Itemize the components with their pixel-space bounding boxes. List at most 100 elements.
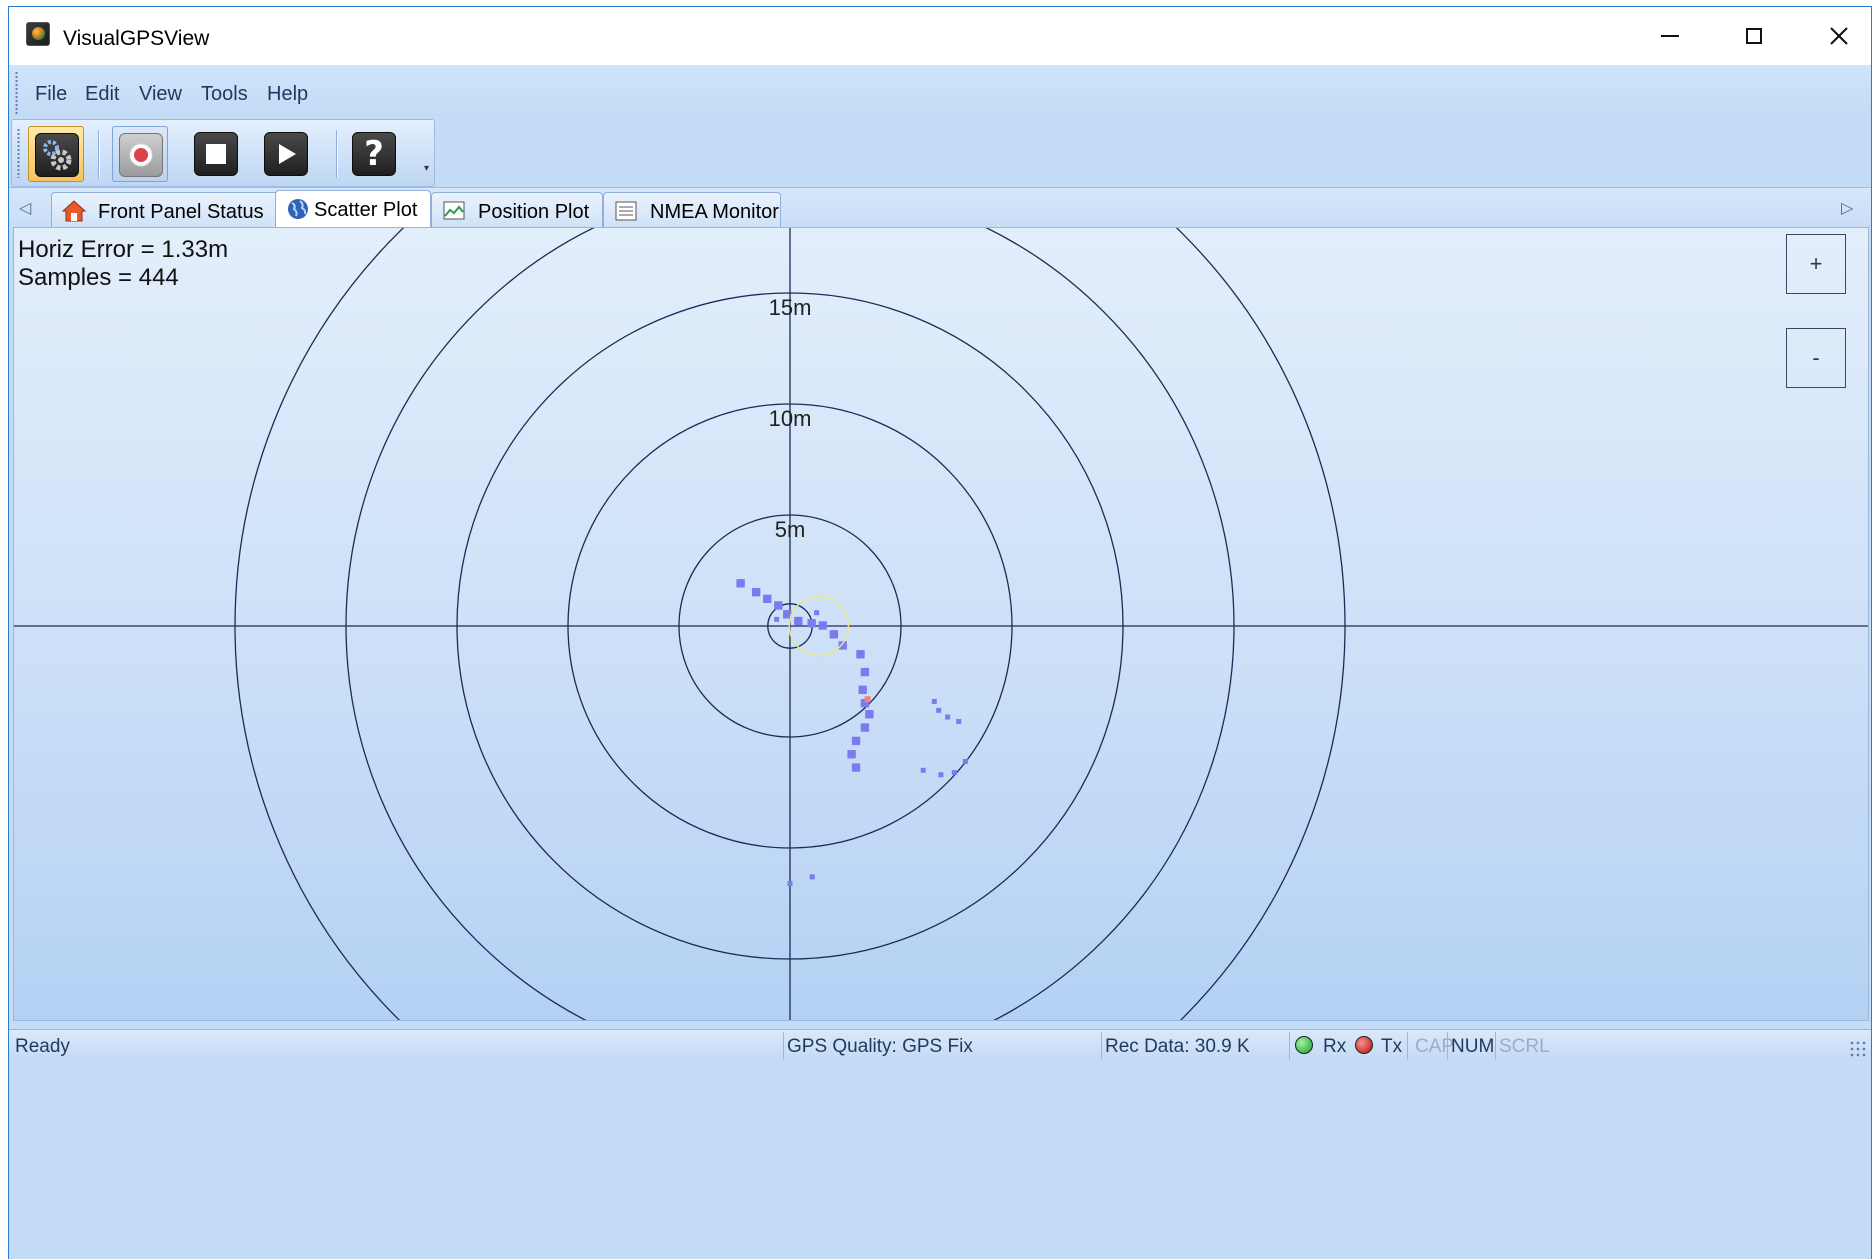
tab-label: Front Panel Status (98, 201, 264, 223)
menu-help[interactable]: Help (267, 83, 309, 105)
maximize-button[interactable] (1713, 7, 1795, 65)
toolbar-separator (98, 130, 99, 178)
sample-point (860, 702, 866, 708)
sample-point (850, 750, 856, 756)
scatter-plot-canvas: 5m 10m 15m (14, 228, 1868, 1020)
sample-point (786, 610, 792, 616)
sample-point (810, 619, 816, 625)
scatter-plot-area[interactable]: 5m 10m 15m Horiz Error = 1.33m Samples = 4… (13, 227, 1869, 1021)
sample-point (951, 770, 957, 776)
sample-point (847, 750, 853, 756)
tab-front-panel-status[interactable]: Front Panel Status (51, 192, 279, 228)
image-icon (443, 201, 465, 220)
tab-position-plot[interactable]: Position Plot (431, 192, 603, 228)
sample-point (807, 619, 813, 625)
status-separator (783, 1032, 784, 1060)
toolbar-separator (336, 130, 337, 178)
menu-bar: File Edit View Tools Help (9, 65, 1871, 121)
sample-point (833, 633, 839, 639)
sample-point (847, 753, 853, 759)
sample-point (774, 604, 780, 610)
title-bar[interactable]: VisualGPSView (9, 7, 1871, 65)
sample-point (860, 726, 866, 732)
sample-point (864, 726, 870, 732)
play-button[interactable] (258, 126, 314, 182)
sample-point (860, 723, 866, 729)
sample-point (864, 667, 870, 673)
sample-point (865, 710, 871, 716)
sample-point (766, 594, 772, 600)
sample-point (956, 718, 962, 724)
sample-point (786, 613, 792, 619)
horizontal-error-circle (788, 595, 850, 657)
status-bar: Ready GPS Quality: GPS Fix Rec Data: 30.… (9, 1029, 1871, 1061)
stop-icon (194, 132, 238, 176)
sample-point (860, 698, 866, 704)
tab-scroll-right-icon[interactable]: ▷ (1841, 200, 1854, 217)
sample-point (829, 633, 835, 639)
tab-label: Scatter Plot (314, 199, 418, 221)
play-icon (264, 132, 308, 176)
stop-button[interactable] (188, 126, 244, 182)
sample-point (818, 624, 824, 630)
menu-view[interactable]: View (139, 83, 182, 105)
minimize-icon (1661, 35, 1679, 37)
gear-icon (35, 133, 79, 177)
sample-point (851, 763, 857, 769)
sample-point (851, 736, 857, 742)
menu-edit[interactable]: Edit (85, 83, 120, 105)
zoom-in-button[interactable]: + (1786, 234, 1846, 294)
record-button[interactable] (112, 126, 168, 182)
sample-point (868, 710, 874, 716)
sample-point (936, 707, 942, 713)
status-separator (1101, 1032, 1102, 1060)
sample-point (783, 613, 789, 619)
app-globe-icon (26, 22, 50, 46)
tab-nmea-monitor[interactable]: NMEA Monitor (603, 192, 781, 228)
status-tx-label: Tx (1381, 1036, 1403, 1057)
menu-tools[interactable]: Tools (201, 83, 248, 105)
tab-scroll-left-icon[interactable]: ◁ (19, 200, 32, 217)
sample-point (841, 641, 847, 647)
tab-scatter-plot[interactable]: Scatter Plot (275, 190, 431, 228)
sample-point (766, 597, 772, 603)
sample-point (783, 610, 789, 616)
minimize-button[interactable] (1629, 7, 1711, 65)
sample-point (861, 688, 867, 694)
toolbar: ? ▾ (11, 119, 435, 187)
resize-grip-handle[interactable] (1849, 1040, 1867, 1058)
sample-point (797, 620, 803, 626)
sample-point (739, 582, 745, 588)
sample-point (777, 604, 783, 610)
tab-label: NMEA Monitor (650, 201, 779, 223)
sample-point (860, 671, 866, 677)
sample-point (859, 650, 865, 656)
sample-point (755, 591, 761, 597)
menu-grip-handle[interactable] (15, 71, 18, 115)
rx-indicator-icon (1295, 1036, 1313, 1054)
status-ready: Ready (15, 1036, 70, 1057)
close-button[interactable] (1798, 7, 1871, 65)
range-ring-20m (345, 228, 1235, 1020)
menu-file[interactable]: File (35, 83, 68, 105)
maximize-icon (1746, 28, 1762, 44)
zoom-out-button[interactable]: - (1786, 328, 1846, 388)
sample-point (931, 698, 937, 704)
sample-point (810, 622, 816, 628)
window-title: VisualGPSView (63, 27, 210, 50)
sample-point (809, 874, 815, 880)
sample-point (864, 723, 870, 729)
sample-point (736, 582, 742, 588)
sample-point (855, 766, 861, 772)
toolbar-grip-handle[interactable] (17, 128, 20, 178)
toolbar-overflow-icon[interactable]: ▾ (424, 163, 430, 174)
home-icon (62, 200, 86, 222)
sample-point (860, 667, 866, 673)
help-button[interactable]: ? (346, 126, 402, 182)
current-sample-point (864, 696, 871, 703)
sample-point (841, 644, 847, 650)
status-separator (1407, 1032, 1408, 1060)
sample-point (818, 621, 824, 627)
tx-indicator-icon (1355, 1036, 1373, 1054)
settings-button[interactable] (28, 126, 84, 182)
